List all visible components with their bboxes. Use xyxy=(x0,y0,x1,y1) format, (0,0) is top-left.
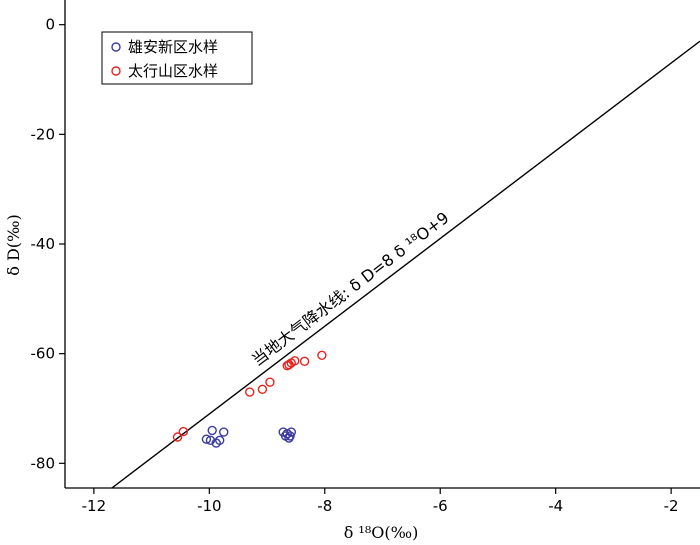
x-axis-title: δ ¹⁸O(‰) xyxy=(344,523,419,542)
x-tick-label: -8 xyxy=(317,497,332,515)
point-taihang xyxy=(265,377,275,387)
point-taihang xyxy=(178,426,189,437)
point-xiongan xyxy=(219,427,229,437)
point-taihang xyxy=(172,432,183,442)
point-taihang xyxy=(257,384,268,395)
point-taihang xyxy=(317,350,327,361)
x-tick-label: -4 xyxy=(548,497,563,515)
legend-box xyxy=(101,31,253,85)
x-ticks: -12 -10 -8 -6 -4 -2 xyxy=(82,488,679,515)
point-xiongan xyxy=(285,431,295,441)
point-xiongan xyxy=(201,434,212,444)
legend-marker-taihang xyxy=(111,66,121,76)
x-tick-label: -6 xyxy=(433,497,448,515)
x-tick-label: -12 xyxy=(82,497,107,515)
reference-line-layer xyxy=(111,40,700,488)
point-taihang xyxy=(245,387,255,397)
reference-line-label: 当地大气降水线: δ D=8 δ ¹⁸O+9 xyxy=(248,208,452,370)
y-tick-label: -60 xyxy=(31,345,56,363)
meteoric-water-line xyxy=(111,40,700,488)
point-xiongan xyxy=(207,425,217,436)
y-tick-label: -20 xyxy=(31,125,56,143)
y-tick-label: -80 xyxy=(31,454,56,472)
point-xiongan xyxy=(215,435,225,445)
y-tick-label: -40 xyxy=(31,235,56,253)
point-taihang xyxy=(299,356,310,367)
data-points xyxy=(172,350,327,448)
y-ticks: 0 -20 -40 -60 -80 xyxy=(31,16,65,472)
x-tick-label: -10 xyxy=(197,497,222,515)
y-tick-label: 0 xyxy=(45,16,55,34)
legend-label-xiongan: 雄安新区水样 xyxy=(128,38,218,56)
legend-marker-xiongan xyxy=(111,42,121,52)
legend-label-taihang: 太行山区水样 xyxy=(128,62,218,80)
point-taihang xyxy=(290,356,300,366)
point-xiongan xyxy=(205,435,216,445)
point-xiongan xyxy=(286,427,296,437)
y-axis-title: δ D(‰) xyxy=(4,214,23,276)
x-tick-label: -2 xyxy=(664,497,679,515)
legend: 雄安新区水样 太行山区水样 xyxy=(101,31,253,85)
